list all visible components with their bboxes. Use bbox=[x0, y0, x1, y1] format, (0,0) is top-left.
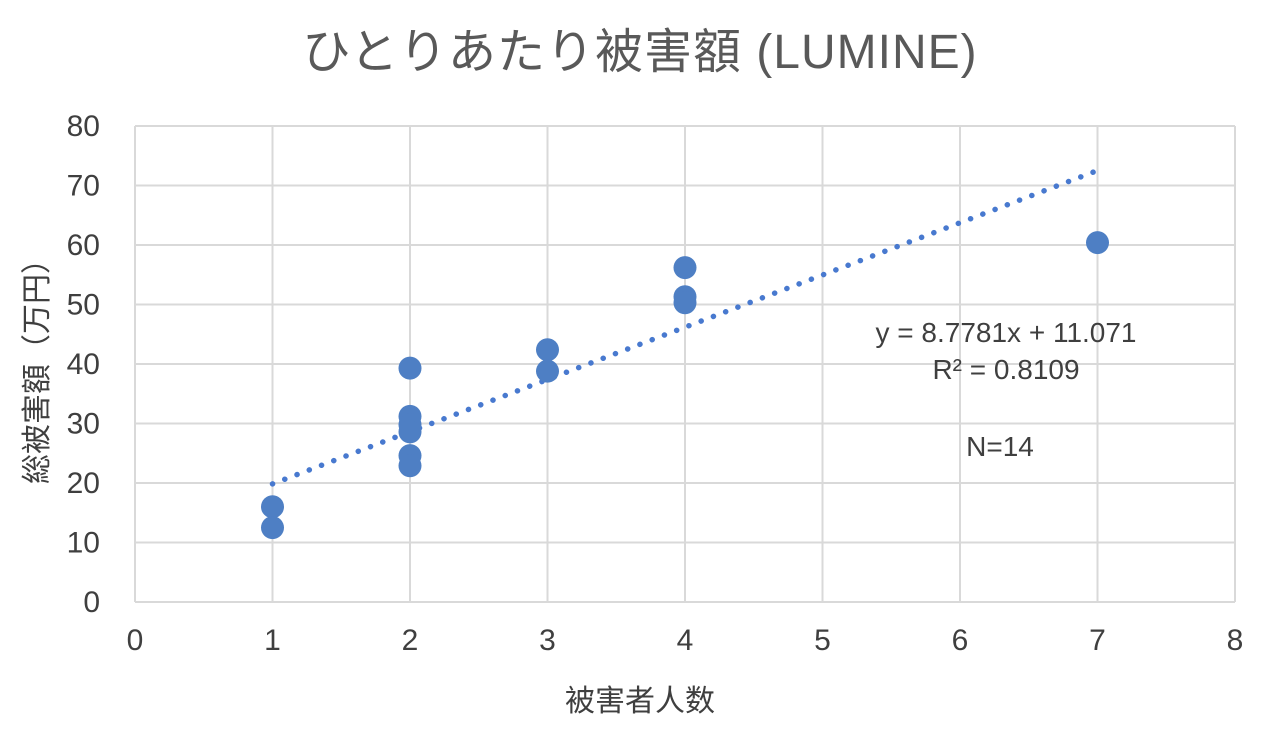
data-point bbox=[536, 338, 559, 362]
data-point bbox=[673, 291, 697, 315]
y-tick-label: 50 bbox=[67, 289, 100, 322]
data-point bbox=[261, 495, 284, 519]
data-point bbox=[398, 454, 422, 478]
trendline bbox=[269, 167, 1101, 487]
x-tick-label: 8 bbox=[1227, 624, 1244, 657]
x-tick-label: 3 bbox=[539, 624, 556, 657]
y-tick-label: 40 bbox=[67, 348, 100, 381]
y-tick-label: 30 bbox=[67, 408, 100, 441]
data-point bbox=[673, 256, 697, 280]
x-tick-label: 4 bbox=[677, 624, 694, 657]
x-tick-label: 2 bbox=[402, 624, 419, 657]
x-tick-label: 1 bbox=[264, 624, 281, 657]
equation-text: y = 8.7781x + 11.071 bbox=[875, 317, 1137, 348]
r-squared-text: R² = 0.8109 bbox=[932, 354, 1080, 385]
y-tick-label: 20 bbox=[67, 467, 100, 500]
y-axis-title: 総被害額（万円） bbox=[21, 244, 54, 484]
data-point bbox=[398, 420, 422, 444]
y-tick-label: 80 bbox=[67, 110, 100, 143]
y-tick-label: 60 bbox=[67, 229, 100, 262]
data-point bbox=[261, 516, 284, 540]
data-point bbox=[1086, 231, 1109, 255]
x-tick-label: 7 bbox=[1089, 624, 1106, 657]
x-tick-label: 6 bbox=[952, 624, 969, 657]
chart-title: ひとりあたり被害額 (LUMINE) bbox=[302, 26, 978, 79]
data-point bbox=[398, 356, 422, 380]
y-tick-label: 10 bbox=[67, 527, 100, 560]
y-tick-label: 70 bbox=[67, 170, 100, 203]
y-tick-label: 0 bbox=[83, 586, 100, 619]
x-tick-label: 0 bbox=[127, 624, 144, 657]
x-axis-title: 被害者人数 bbox=[565, 685, 715, 718]
trendline-annotation: y = 8.7781x + 11.071 R² = 0.8109 bbox=[875, 314, 1136, 388]
data-point bbox=[536, 359, 559, 383]
sample-size-label: N=14 bbox=[966, 431, 1034, 462]
x-tick-label: 5 bbox=[814, 624, 831, 657]
